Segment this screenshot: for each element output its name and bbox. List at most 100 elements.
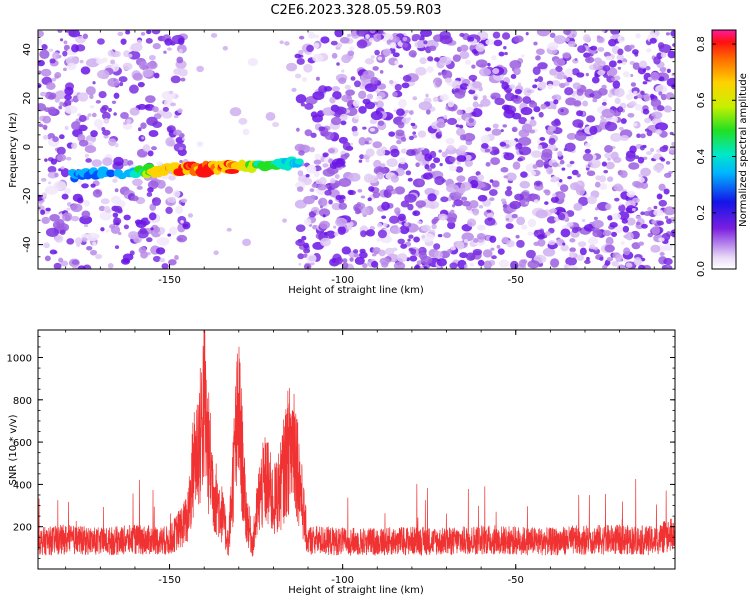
heatmap-cell <box>658 237 665 242</box>
heatmap-cell <box>324 189 332 196</box>
heatmap-cell <box>146 116 158 126</box>
heatmap-cell <box>98 205 106 212</box>
heatmap-cell <box>310 194 316 199</box>
heatmap-cell <box>509 84 515 89</box>
heatmap-cell <box>438 149 442 153</box>
heatmap-cell <box>170 75 181 84</box>
heatmap-cell <box>330 104 340 112</box>
heatmap-cell <box>342 141 351 151</box>
heatmap-cell <box>395 129 405 137</box>
heatmap-cell <box>472 81 483 89</box>
heatmap-cell <box>376 222 383 228</box>
heatmap-cell <box>665 264 672 269</box>
heatmap-cell <box>148 129 159 138</box>
heatmap-cell <box>400 200 410 208</box>
heatmap-cell <box>569 247 576 253</box>
heatmap-cell <box>465 252 476 261</box>
heatmap-cell <box>392 247 398 252</box>
heatmap-cell <box>630 73 634 78</box>
heatmap-cell <box>319 220 331 230</box>
heatmap-cell <box>311 183 318 188</box>
heatmap-cell <box>161 263 169 269</box>
heatmap-cell <box>91 112 97 118</box>
heatmap-cell <box>535 159 545 168</box>
heatmap-cell <box>510 260 519 269</box>
heatmap-cell <box>585 72 589 77</box>
heatmap-cell <box>339 36 350 44</box>
heatmap-cell <box>459 32 465 38</box>
heatmap-cell <box>111 63 120 72</box>
heatmap-cell <box>400 243 408 249</box>
heatmap-cell <box>538 111 544 118</box>
heatmap-cell <box>445 137 455 145</box>
heatmap-signal-peak <box>224 168 239 174</box>
heatmap-cell <box>599 256 604 261</box>
heatmap-cell <box>469 179 479 189</box>
heatmap-cell <box>364 230 372 236</box>
heatmap-cell <box>612 80 621 89</box>
heatmap-cell <box>323 231 328 236</box>
heatmap-cell <box>59 101 64 107</box>
heatmap-cell <box>125 30 131 35</box>
heatmap-cell <box>357 189 363 193</box>
heatmap-cell <box>453 199 464 207</box>
heatmap-cell <box>291 87 297 93</box>
heatmap-cell <box>136 185 143 190</box>
heatmap-cell <box>397 121 405 129</box>
heatmap-cell <box>390 226 401 235</box>
heatmap-cell <box>312 91 325 101</box>
snr-y-ticks: 200 400 600 800 1000 <box>7 335 675 570</box>
heatmap-cell <box>476 233 486 240</box>
heatmap-cell <box>605 55 612 61</box>
heatmap-cell <box>670 30 675 37</box>
heatmap-cell <box>298 35 305 40</box>
heatmap-cell <box>592 229 603 238</box>
heatmap-cell <box>601 84 607 90</box>
heatmap-cell <box>322 153 328 158</box>
heatmap-cell <box>187 213 194 218</box>
snr-y-tick-label: 200 <box>13 523 32 534</box>
heatmap-cell <box>658 43 672 54</box>
heatmap-cell <box>92 241 97 246</box>
heatmap-cell <box>177 37 185 45</box>
heatmap-cell <box>426 66 434 73</box>
heatmap-cell <box>533 41 538 46</box>
heatmap-cell <box>639 145 645 151</box>
heatmap-cell <box>638 60 648 69</box>
heatmap-cell <box>369 127 376 132</box>
snr-series-line <box>38 330 675 557</box>
heatmap-cell <box>98 90 107 99</box>
heatmap-cell <box>405 170 412 176</box>
heatmap-cell <box>372 141 383 149</box>
heatmap-cell <box>147 150 154 157</box>
heatmap-cell <box>422 265 428 269</box>
heatmap-cell <box>63 187 72 194</box>
heatmap-cell <box>409 255 418 262</box>
heatmap-cell <box>564 87 574 96</box>
heatmap-cell <box>282 218 287 223</box>
heatmap-cell <box>559 159 565 165</box>
heatmap-cell <box>347 189 354 195</box>
heatmap-cell <box>527 231 534 236</box>
heatmap-cell <box>652 106 658 111</box>
heatmap-y-tick-label: 0 <box>22 144 33 150</box>
heatmap-cell <box>380 163 386 168</box>
heatmap-cell <box>358 105 367 114</box>
heatmap-cell <box>419 266 424 269</box>
heatmap-cell <box>181 198 188 203</box>
heatmap-cell <box>433 250 443 259</box>
heatmap-cell <box>396 253 408 263</box>
heatmap-cell <box>407 238 411 242</box>
heatmap-cell <box>464 264 468 269</box>
heatmap-cell <box>381 215 387 220</box>
heatmap-cell <box>559 184 569 192</box>
heatmap-cell <box>398 98 407 108</box>
heatmap-cell <box>403 222 409 227</box>
snr-x-tick-label: -100 <box>331 575 354 586</box>
heatmap-y-ticks: -40 -20 0 20 40 <box>22 36 675 270</box>
heatmap-cell <box>112 212 119 218</box>
heatmap-cell <box>392 52 400 58</box>
heatmap-cell <box>480 98 491 107</box>
heatmap-cell <box>439 35 453 45</box>
heatmap-cell <box>644 128 650 132</box>
